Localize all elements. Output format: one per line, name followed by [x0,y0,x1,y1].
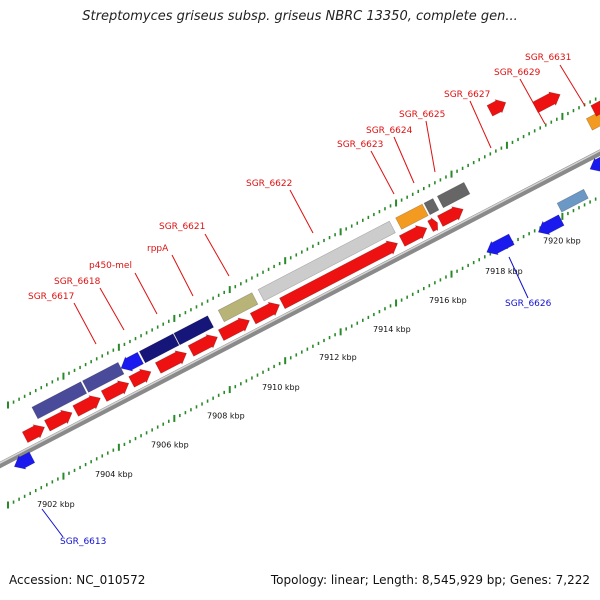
gene-label-sgr-6624[interactable]: SGR_6624 [366,126,413,136]
gene-label-sgr-6617[interactable]: SGR_6617 [28,292,74,302]
accession-label: Accession: NC_010572 [9,573,146,587]
label-leader-line [469,100,492,149]
scale-label: 7902 kbp [37,500,75,509]
gene-forward-arrow[interactable] [249,301,281,325]
gene-rppa-bar[interactable] [173,315,215,346]
gene-sgr-6617-bar[interactable] [31,381,88,420]
label-leader-line [134,272,158,315]
gene-forward-arrow[interactable] [398,225,428,247]
scale-label: 7918 kbp [485,267,523,276]
gene-sgr-6624-bar[interactable] [423,198,440,216]
scale-label: 7912 kbp [319,353,357,362]
gene-forward-arrow[interactable] [72,395,101,417]
gene-forward-arrow[interactable] [21,424,46,444]
lower-tick-track [7,197,597,509]
scale-label: 7906 kbp [151,441,189,450]
gene-sgr-6618-bar[interactable] [82,361,125,393]
scale-label: 7910 kbp [262,383,300,392]
gene-label-sgr-6629[interactable]: SGR_6629 [494,68,541,78]
label-leader-line [559,64,586,107]
label-leader-line [393,136,415,184]
gene-forward-arrow[interactable] [427,217,439,233]
gene-label-sgr-6622[interactable]: SGR_6622 [246,179,292,189]
gene-sgr-6631-bar[interactable] [585,107,600,131]
gene-forward-arrow[interactable] [154,350,187,374]
gene-reverse-arrow[interactable] [589,151,600,172]
label-leader-line [99,287,125,331]
gene-forward-arrow[interactable] [128,368,152,388]
label-leader-line [204,233,230,277]
label-leader-line [171,254,194,297]
scale-label: 7904 kbp [95,470,133,479]
gene-label-sgr-6625[interactable]: SGR_6625 [399,110,445,120]
gene-sgr-6626-bar[interactable] [556,188,589,213]
label-leader-line [508,256,529,299]
label-leader-line [73,302,97,345]
label-leader-line [370,150,395,195]
gene-reverse-arrow[interactable] [537,214,565,236]
gene-reverse-arrow[interactable] [486,233,515,256]
gene-sgr-6627-arrow[interactable] [486,99,507,117]
gene-label-sgr-6618[interactable]: SGR_6618 [54,277,101,287]
upper-tick-track [7,97,597,409]
gene-sgr-6629-arrow[interactable] [532,91,561,114]
gene-label-p450-mel[interactable]: p450-mel [89,261,132,271]
gene-label-sgr-6631[interactable]: SGR_6631 [525,53,571,63]
gene-blue-small[interactable] [120,351,144,372]
gene-sgr-6613-arrow[interactable] [13,451,36,470]
gene-sgr-6625-bar[interactable] [436,181,471,209]
map-title: Streptomyces griseus subsp. griseus NBRC… [82,9,518,24]
gene-label-sgr-6623[interactable]: SGR_6623 [337,140,383,150]
scale-label: 7916 kbp [429,296,467,305]
label-leader-line [289,189,314,234]
backbone-highlight [0,149,600,464]
label-leader-line [41,508,64,538]
gene-forward-arrow[interactable] [590,98,600,117]
scale-label: 7908 kbp [207,411,245,420]
gene-sgr-6621-bar[interactable] [217,292,259,323]
label-leader-line [519,78,546,125]
label-leader-line [425,120,436,173]
gene-forward-arrow[interactable] [436,206,464,227]
gene-sgr-6622-bar[interactable] [257,220,396,302]
gene-label-sgr-6627[interactable]: SGR_6627 [444,90,490,100]
gene-sgr-6623-bar[interactable] [395,203,429,230]
gene-forward-arrow[interactable] [187,334,218,357]
gene-forward-arrow[interactable] [43,409,73,432]
gene-label-sgr-6626[interactable]: SGR_6626 [505,299,552,309]
gene-label-sgr-6613[interactable]: SGR_6613 [60,537,106,547]
gene-forward-arrow[interactable] [279,240,399,310]
genome-summary: Topology: linear; Length: 8,545,929 bp; … [270,573,590,587]
scale-label: 7920 kbp [543,237,581,246]
gene-forward-arrow[interactable] [217,317,250,342]
gene-p450-mel-bar[interactable] [138,333,180,364]
scale-label: 7914 kbp [373,325,411,334]
gene-forward-arrow[interactable] [100,380,130,402]
gene-label-sgr-6621[interactable]: SGR_6621 [159,222,205,232]
gene-label-rppa[interactable]: rppA [147,244,169,254]
chromosome-backbone [0,149,600,469]
